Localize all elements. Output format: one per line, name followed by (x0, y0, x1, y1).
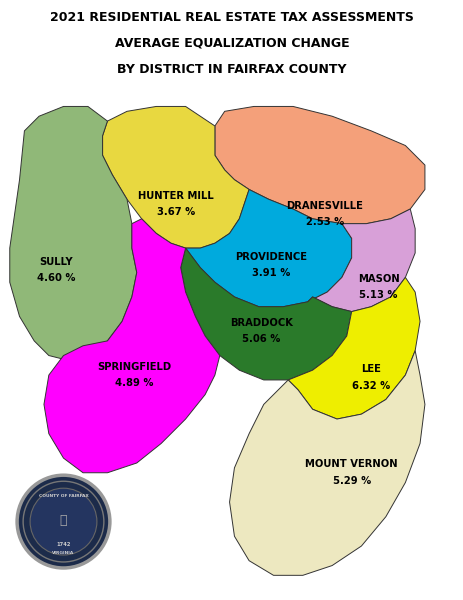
Text: 6.32 %: 6.32 % (351, 381, 389, 391)
Text: 2.53 %: 2.53 % (305, 217, 343, 227)
Circle shape (23, 481, 104, 562)
Text: 3.67 %: 3.67 % (156, 208, 194, 217)
Text: 4.89 %: 4.89 % (115, 379, 153, 388)
Text: SULLY: SULLY (39, 257, 73, 267)
Polygon shape (180, 248, 351, 380)
Text: 5.13 %: 5.13 % (358, 290, 397, 301)
Polygon shape (214, 106, 424, 224)
Text: MASON: MASON (357, 274, 399, 284)
Polygon shape (10, 106, 137, 361)
Circle shape (17, 475, 110, 568)
Text: 2021 RESIDENTIAL REAL ESTATE TAX ASSESSMENTS: 2021 RESIDENTIAL REAL ESTATE TAX ASSESSM… (50, 11, 413, 24)
Text: VIRGINIA: VIRGINIA (52, 551, 75, 555)
Text: BY DISTRICT IN FAIRFAX COUNTY: BY DISTRICT IN FAIRFAX COUNTY (117, 63, 346, 76)
Text: COUNTY OF FAIRFAX: COUNTY OF FAIRFAX (38, 494, 88, 497)
Polygon shape (185, 190, 351, 307)
Text: LEE: LEE (361, 364, 380, 374)
Text: SPRINGFIELD: SPRINGFIELD (97, 362, 171, 372)
Polygon shape (229, 350, 424, 575)
Polygon shape (307, 209, 414, 311)
Text: 5.06 %: 5.06 % (242, 334, 280, 344)
Text: 1742: 1742 (56, 542, 70, 547)
Text: MOUNT VERNON: MOUNT VERNON (305, 460, 397, 469)
Text: 5.29 %: 5.29 % (332, 476, 370, 486)
Text: BRADDOCK: BRADDOCK (229, 318, 292, 328)
Text: AVERAGE EQUALIZATION CHANGE: AVERAGE EQUALIZATION CHANGE (114, 36, 349, 49)
Text: HUNTER MILL: HUNTER MILL (138, 191, 213, 201)
Polygon shape (288, 277, 419, 419)
Text: 4.60 %: 4.60 % (37, 274, 75, 283)
Circle shape (30, 488, 97, 555)
Polygon shape (102, 106, 249, 248)
Polygon shape (44, 219, 219, 473)
Text: DRANESVILLE: DRANESVILLE (286, 200, 363, 211)
Text: 3.91 %: 3.91 % (251, 268, 290, 278)
Text: 🛡: 🛡 (60, 514, 67, 527)
Text: PROVIDENCE: PROVIDENCE (235, 252, 307, 262)
